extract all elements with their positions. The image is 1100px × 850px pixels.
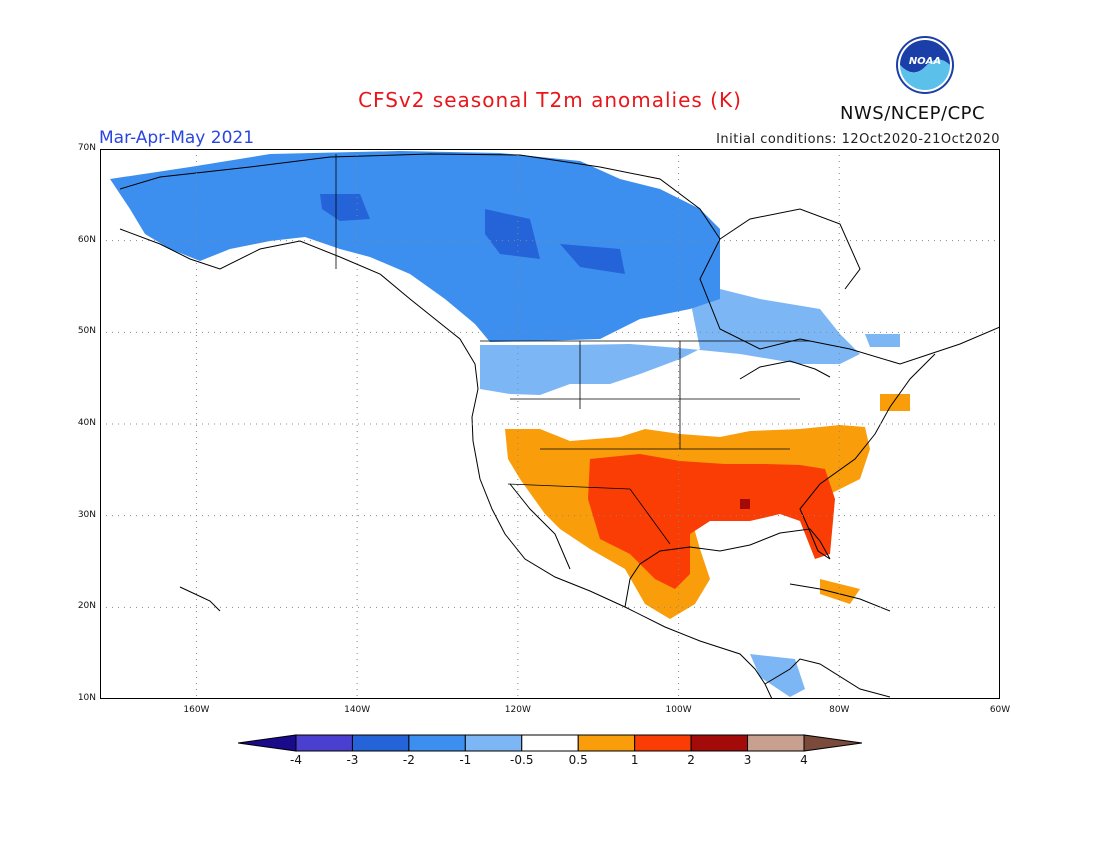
season-label: Mar-Apr-May 2021	[99, 128, 255, 148]
lon-tick-label: 160W	[183, 705, 210, 715]
coastline-cuba	[789, 583, 891, 612]
anomaly-map	[100, 149, 1000, 699]
coastline-gulf	[624, 353, 936, 608]
lon-tick-label: 60W	[989, 705, 1011, 715]
colorbar-box	[408, 734, 466, 752]
colorbar-tick-label: 0.5	[568, 753, 588, 767]
political-borders	[335, 154, 810, 545]
lat-tick-label: 20N	[77, 601, 96, 612]
coastline-baja	[509, 483, 571, 570]
anomaly-fields	[110, 151, 910, 697]
coastline-central-america	[764, 658, 891, 698]
lat-tick-label: 70N	[77, 143, 96, 153]
lat-tick-label: 30N	[77, 509, 96, 520]
anomaly-pos2-south	[588, 454, 835, 589]
lat-tick-label: 10N	[77, 693, 96, 703]
coastline-hudson-bay	[719, 208, 861, 290]
colorbar-tick-label: -1	[459, 753, 472, 767]
anomaly-neg2-north	[110, 151, 720, 342]
anomaly-neg3-nwt	[485, 209, 540, 259]
colorbar-tick-label: 3	[743, 753, 752, 767]
colorbar-box	[690, 734, 749, 752]
colorbar-tick-label: 4	[800, 753, 808, 767]
colorbar-box	[295, 734, 353, 752]
colorbar-box	[747, 734, 805, 752]
coastline-great-lakes	[739, 360, 831, 380]
coastline-hawaii	[179, 586, 221, 612]
agency-label: NWS/NCEP/CPC	[840, 103, 986, 124]
noaa-logo-text: NOAA	[908, 56, 942, 67]
lon-tick-label: 140W	[344, 705, 371, 715]
map-title: CFSv2 seasonal T2m anomalies (K)	[358, 88, 742, 112]
anomaly-pos1-caribbean	[820, 579, 860, 604]
lat-tick-label: 40N	[77, 418, 96, 428]
colorbar-box	[521, 734, 579, 752]
anomaly-neg1-central-america	[750, 654, 805, 697]
lon-tick-label: 80W	[829, 705, 850, 715]
colorbar-tick-label: -3	[346, 753, 359, 767]
colorbar-tick-label: -4	[290, 753, 302, 767]
coastlines	[119, 153, 1000, 699]
gridlines	[100, 149, 1000, 699]
anomaly-neg1-labrador	[865, 334, 900, 347]
anomaly-neg3-yukon	[320, 194, 370, 221]
coastline-alaska-south	[119, 228, 773, 699]
anomaly-pos3-mississippi	[740, 499, 750, 509]
colorbar-box	[634, 734, 692, 752]
colorbar-arrow-low	[238, 734, 297, 752]
lat-tick-label: 60N	[77, 234, 96, 245]
anomaly-pos1-northeast	[880, 394, 910, 411]
coastline-north-america	[119, 153, 1000, 365]
anomaly-neg1-canada	[480, 289, 860, 395]
anomaly-neg3-keewatin	[560, 244, 625, 274]
noaa-logo	[896, 36, 954, 94]
initial-conditions-label: Initial conditions: 12Oct2020-21Oct2020	[716, 132, 1000, 147]
lon-tick-label: 120W	[504, 705, 531, 715]
colorbar-arrow-high	[803, 734, 862, 752]
colorbar	[238, 734, 862, 752]
colorbar-tick-label: 2	[687, 753, 695, 767]
colorbar-tick-label: 1	[630, 753, 639, 767]
lon-tick-label: 100W	[665, 705, 692, 715]
colorbar-box	[577, 734, 636, 752]
colorbar-tick-label: -0.5	[510, 753, 534, 767]
colorbar-tick-label: -2	[402, 753, 415, 767]
colorbar-box	[351, 734, 410, 752]
lat-tick-label: 50N	[77, 326, 96, 337]
colorbar-box	[464, 734, 523, 752]
